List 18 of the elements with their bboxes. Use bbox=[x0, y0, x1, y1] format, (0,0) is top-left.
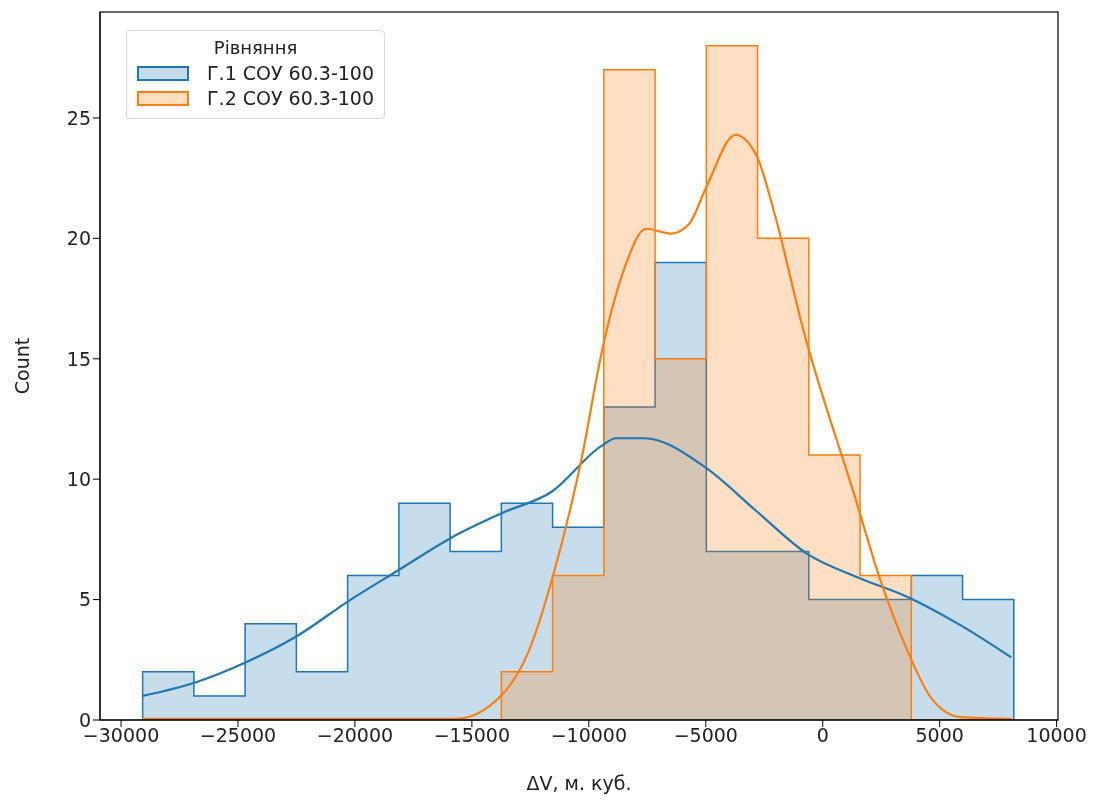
x-tick-label: −25000 bbox=[199, 724, 277, 747]
x-tick-label: 10000 bbox=[1026, 724, 1087, 747]
x-tick-label: −20000 bbox=[316, 724, 394, 747]
y-tick-label: 10 bbox=[66, 467, 91, 490]
x-tick-label: −15000 bbox=[433, 724, 511, 747]
legend-title: Рівняння bbox=[212, 37, 299, 58]
y-tick-label: 15 bbox=[66, 347, 91, 370]
x-tick-label: 5000 bbox=[915, 724, 964, 747]
x-tick-label: −5000 bbox=[673, 724, 738, 747]
y-axis-title: Count bbox=[10, 337, 33, 395]
y-tick-label: 25 bbox=[66, 106, 91, 129]
x-tick-label: −10000 bbox=[550, 724, 628, 747]
legend-label: Г.1 СОУ 60.3-100 bbox=[207, 62, 375, 84]
x-tick-label: 0 bbox=[816, 724, 829, 747]
legend-label: Г.2 СОУ 60.3-100 bbox=[207, 87, 375, 109]
y-tick-label: 20 bbox=[66, 227, 91, 250]
y-tick-label: 5 bbox=[78, 588, 91, 611]
x-axis-title: ΔV, м. куб. bbox=[526, 772, 632, 794]
